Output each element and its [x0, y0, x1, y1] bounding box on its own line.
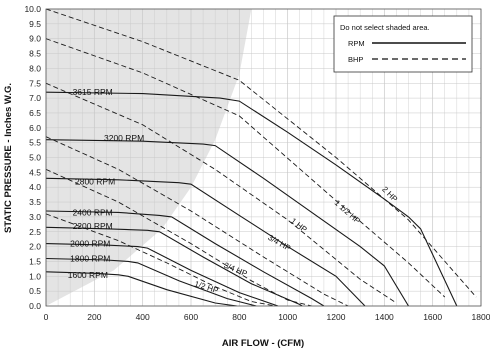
- rpm-label: 1600 RPM: [68, 270, 108, 280]
- x-tick-label: 800: [232, 312, 246, 322]
- legend-box: [333, 15, 473, 73]
- bhp-line: [46, 136, 349, 306]
- y-tick-label: 0.0: [29, 301, 41, 311]
- x-tick-label: 400: [136, 312, 150, 322]
- rpm-line: [46, 257, 257, 306]
- y-tick-label: 8.5: [29, 49, 41, 59]
- bhp-line: [46, 168, 312, 306]
- y-tick-label: 5.5: [29, 138, 41, 148]
- x-tick-label: 1800: [472, 312, 490, 322]
- bhp-line: [46, 38, 446, 298]
- x-tick-label: 600: [184, 312, 198, 322]
- y-tick-label: 9.0: [29, 34, 41, 44]
- x-axis-title: AIR FLOW - (CFM): [222, 338, 304, 349]
- y-tick-label: 1.0: [29, 271, 41, 281]
- x-tick-label: 200: [87, 312, 101, 322]
- rpm-line: [46, 177, 366, 306]
- rpm-label: 3200 RPM: [104, 133, 144, 143]
- legend-note: Do not select shaded area.: [340, 23, 430, 32]
- y-tick-label: 7.0: [29, 93, 41, 103]
- bhp-line: [46, 9, 477, 298]
- y-tick-label: 7.5: [29, 78, 41, 88]
- y-tick-label: 3.0: [29, 212, 41, 222]
- y-tick-label: 4.0: [29, 182, 41, 192]
- x-tick-label: 1400: [375, 312, 394, 322]
- rpm-label: 2400 RPM: [73, 207, 113, 217]
- y-tick-label: 1.5: [29, 256, 41, 266]
- rpm-label: 3615 RPM: [73, 87, 113, 97]
- y-tick-label: 4.5: [29, 167, 41, 177]
- y-tick-label: 2.5: [29, 227, 41, 237]
- y-tick-label: 9.5: [29, 19, 41, 29]
- y-tick-label: 6.5: [29, 108, 41, 118]
- y-tick-label: 5.0: [29, 153, 41, 163]
- y-tick-label: 2.0: [29, 242, 41, 252]
- legend-bhp-label: BHP: [348, 55, 363, 64]
- rpm-line: [46, 226, 303, 306]
- rpm-label: 1800 RPM: [70, 253, 110, 263]
- y-tick-label: 6.0: [29, 123, 41, 133]
- rpm-label: 2000 RPM: [70, 239, 110, 249]
- y-tick-label: 8.0: [29, 63, 41, 73]
- y-tick-label: 10.0: [24, 4, 41, 14]
- rpm-line: [46, 139, 409, 306]
- rpm-line: [46, 271, 237, 306]
- rpm-line: [46, 91, 458, 306]
- y-tick-label: 0.5: [29, 286, 41, 296]
- rpm-label: 2200 RPM: [73, 221, 113, 231]
- bhp-line: [46, 82, 397, 304]
- x-tick-label: 1000: [278, 312, 297, 322]
- rpm-line: [46, 243, 279, 306]
- rpm-line: [46, 210, 325, 306]
- plot-frame: [45, 8, 482, 307]
- legend-rpm-label: RPM: [348, 39, 365, 48]
- y-tick-label: 3.5: [29, 197, 41, 207]
- rpm-label: 2800 RPM: [75, 176, 115, 186]
- y-axis-title: STATIC PRESSURE - Inches W.G.: [3, 83, 14, 233]
- x-tick-label: 0: [44, 312, 49, 322]
- x-tick-label: 1600: [423, 312, 442, 322]
- bhp-line: [46, 213, 276, 306]
- x-tick-label: 1200: [327, 312, 346, 322]
- legend: Do not select shaded area. RPM BHP: [333, 15, 473, 73]
